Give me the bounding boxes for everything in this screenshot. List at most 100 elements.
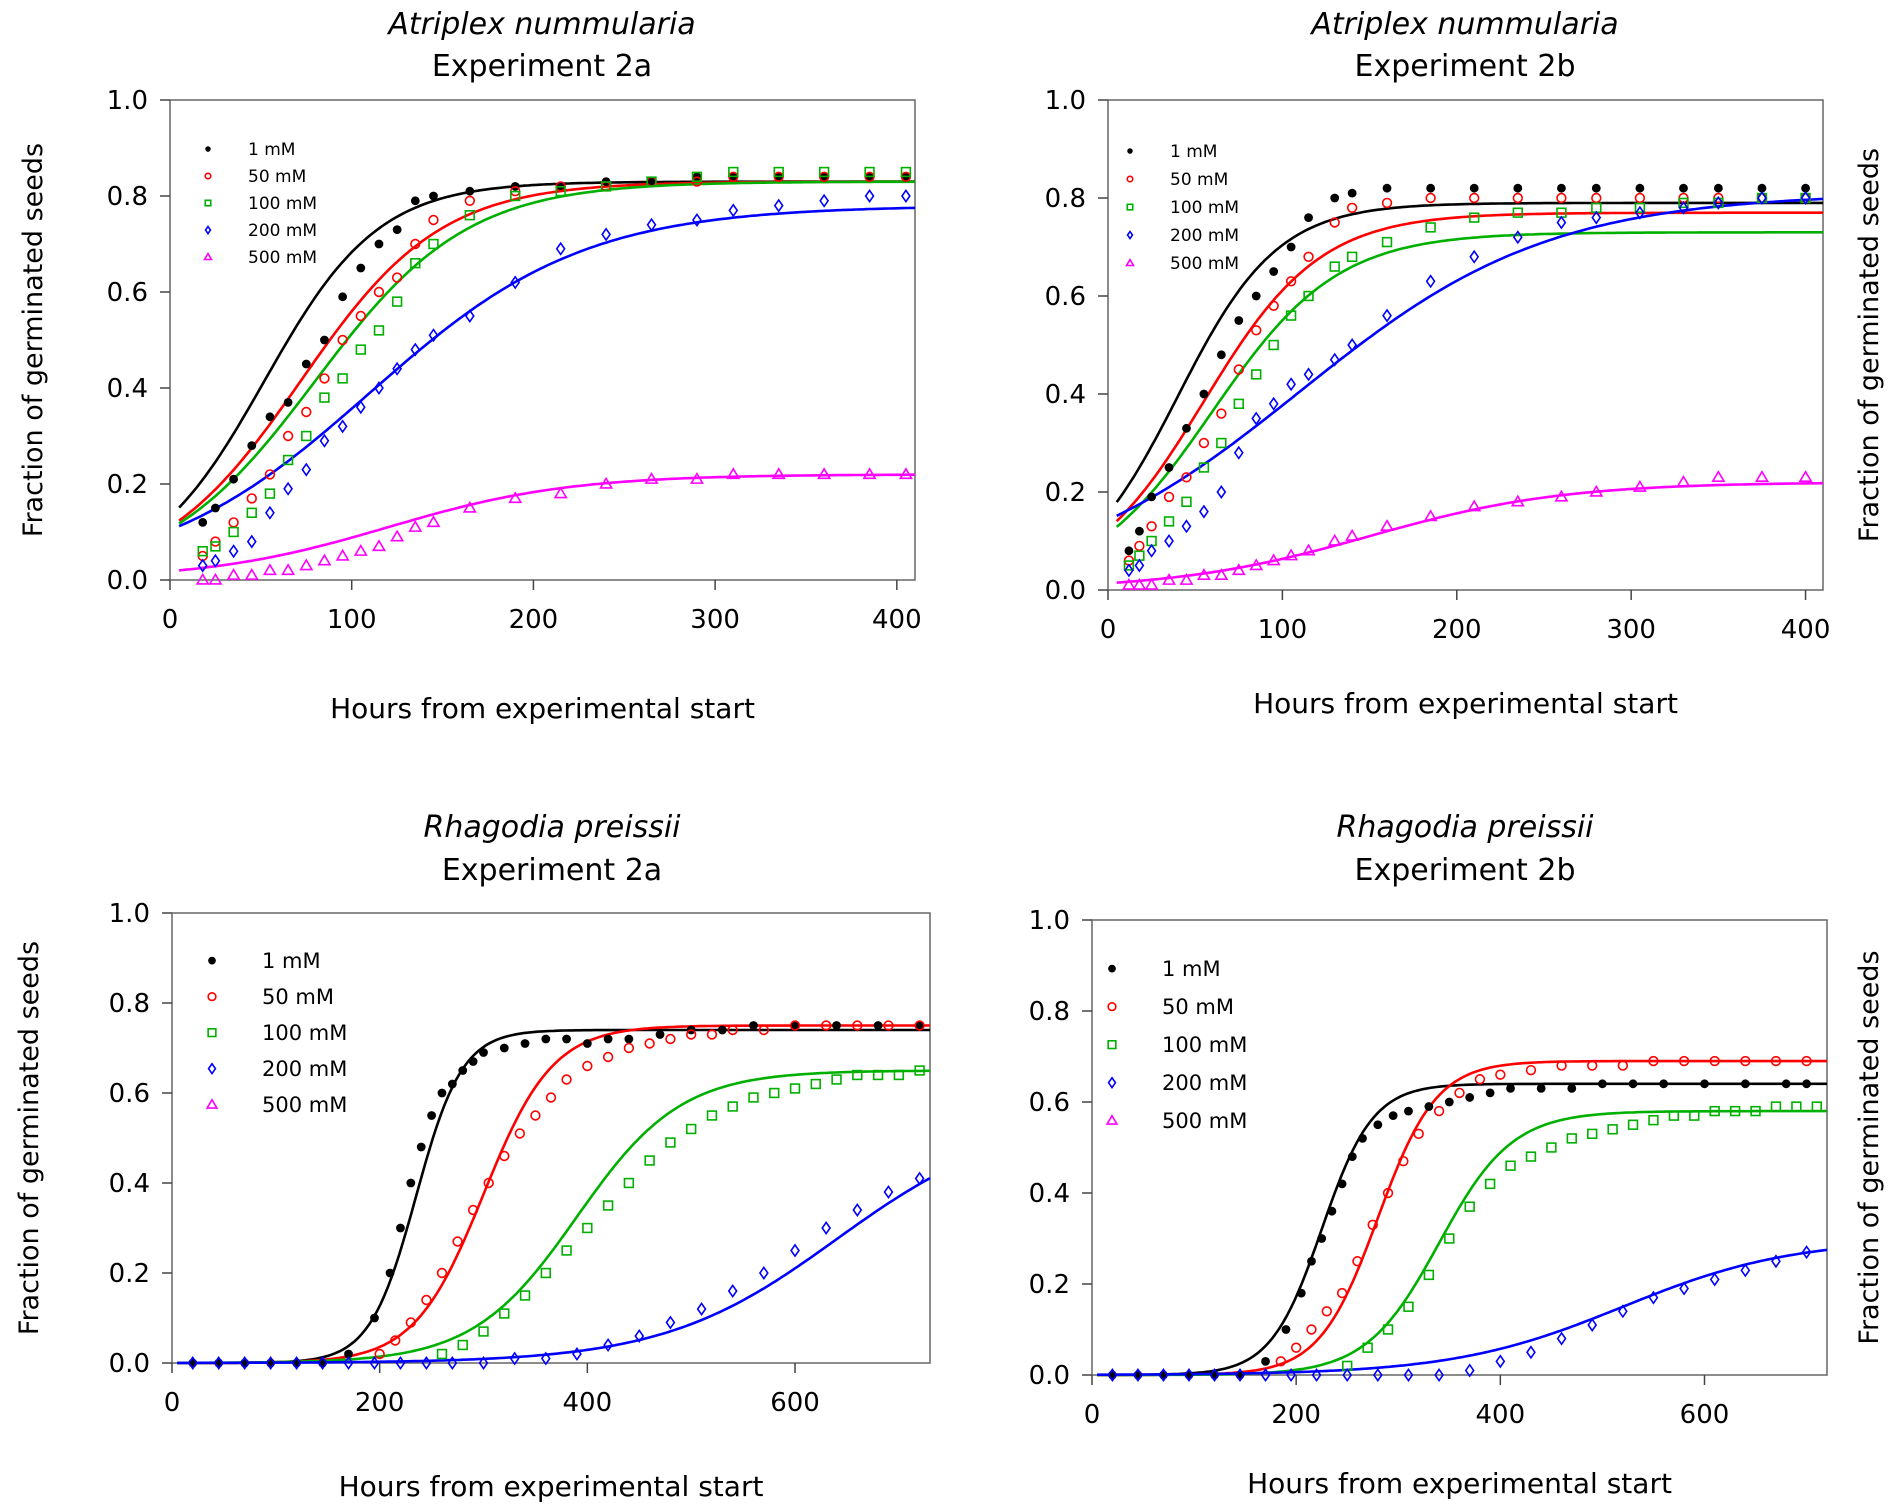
data-point [319,433,330,448]
legend-label: 1 mM [248,140,295,160]
data-point [582,1060,593,1072]
data-point [317,1356,328,1370]
data-point [1304,213,1313,223]
data-point [1770,1055,1782,1067]
data-point [1347,1152,1357,1161]
data-point [319,392,330,403]
data-point [246,507,257,518]
data-point [758,1266,769,1280]
legend-label: 100 mM [1162,1033,1247,1057]
data-point [1484,1178,1496,1190]
data-point [644,472,659,484]
data-point [1556,1331,1567,1346]
data-point [540,1267,552,1279]
data-point [374,381,384,395]
data-point [1281,1325,1291,1334]
data-point [1214,568,1229,581]
data-point [665,1033,676,1045]
x-tick-label: 300 [690,605,740,635]
data-point [1199,389,1209,399]
data-point [1367,1219,1378,1231]
legend-marker [205,1098,219,1109]
data-point [1469,249,1480,264]
data-point [301,430,312,442]
data-point [1771,1254,1781,1269]
data-point [208,572,223,585]
data-point [510,190,521,202]
data-point [519,1290,531,1301]
data-point [1678,1055,1690,1067]
data-point [1424,1102,1434,1111]
data-point [213,1356,224,1370]
data-point [872,1069,884,1081]
chart-species-title: Atriplex nummularia [386,7,695,42]
legend-marker [1126,230,1134,240]
data-point [1182,423,1191,433]
legend-marker [1107,1002,1117,1012]
data-point [265,1356,276,1370]
x-tick-label: 200 [1432,615,1482,645]
x-axis-label: Hours from experimental start [339,1470,764,1503]
x-tick-label: 600 [770,1388,820,1418]
legend-label: 200 mM [248,221,317,241]
data-point [210,553,221,568]
data-point [1134,526,1144,536]
data-point [1668,1110,1680,1121]
data-point [1317,1234,1327,1243]
fit-curve-100mm [1115,231,1823,528]
data-point [600,181,612,192]
data-point [1306,1324,1317,1335]
data-point [541,1034,551,1044]
data-point [1251,411,1262,426]
data-point [898,467,913,480]
plot-frame [1107,99,1824,591]
data-point [1465,1093,1475,1102]
chart-species-title: Rhagodia preissii [423,810,681,845]
data-point [337,373,348,384]
y-tick-label: 0.8 [109,989,150,1019]
x-axis-label: Hours from experimental start [1253,687,1678,720]
data-point [1164,534,1174,548]
data-point [436,1348,448,1360]
data-point [1234,316,1244,325]
data-point [1485,1088,1495,1098]
data-point [1425,274,1436,289]
data-point [623,1177,635,1189]
y-tick-label: 0.0 [1045,576,1086,606]
x-tick-label: 200 [1271,1400,1321,1430]
data-point [726,467,741,480]
data-point [1709,1272,1720,1287]
y-tick-label: 0.0 [109,1349,150,1379]
data-point [228,517,239,528]
data-point [1525,1151,1537,1162]
x-tick-label: 100 [327,605,377,635]
data-point [821,1221,832,1235]
data-point [198,518,208,527]
data-point [1403,1301,1414,1312]
data-point [1301,543,1316,556]
fit-curve-100mm [178,180,916,525]
data-point [478,1326,489,1337]
data-point [478,1356,489,1370]
legend-label: 500 mM [262,1093,347,1117]
data-point [728,166,739,178]
data-point [239,1356,250,1370]
data-point [410,257,421,269]
data-point [1199,504,1209,519]
data-point [426,515,441,528]
legend: 1 mM 50 mM 100 mM 200 mM 500 mM [1125,142,1239,274]
legend-label: 1 mM [262,949,321,973]
chart-panel-4: Rhagodia preissii Experiment 2b 0.0 0.2 0.4 0… [1029,810,1885,1500]
data-point [1327,533,1342,546]
legend-label: 500 mM [248,248,317,268]
data-point [1801,1055,1812,1067]
data-point [374,239,384,249]
data-point [428,214,439,226]
data-point [1634,192,1646,204]
data-point [1464,1363,1475,1378]
data-point [530,1110,541,1121]
data-point [283,398,293,407]
data-point [1495,1354,1506,1369]
data-point [773,166,784,178]
data-point [1284,548,1299,561]
